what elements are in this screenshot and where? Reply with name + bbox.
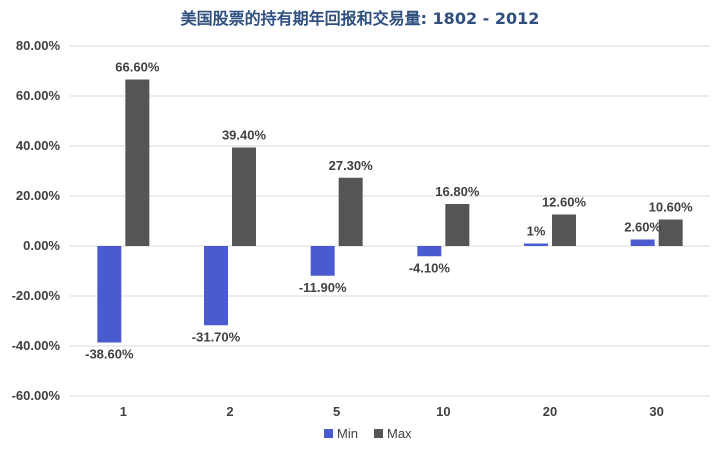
legend: Min Max bbox=[324, 426, 412, 441]
max-data-label: 39.40% bbox=[222, 128, 267, 143]
legend-label: Min bbox=[337, 426, 358, 441]
x-tick-label: 20 bbox=[543, 404, 557, 419]
y-tick-label: 60.00% bbox=[16, 88, 61, 103]
min-bar bbox=[310, 246, 335, 276]
min-bar bbox=[204, 246, 228, 326]
y-tick-label: 80.00% bbox=[16, 38, 61, 53]
min-data-label: -38.60% bbox=[85, 347, 134, 362]
y-tick-label: 40.00% bbox=[16, 138, 61, 153]
min-bar bbox=[417, 246, 442, 257]
bars bbox=[97, 79, 683, 343]
max-data-label: 12.60% bbox=[542, 195, 587, 210]
max-data-label: 66.60% bbox=[115, 60, 160, 75]
chart-title: 美国股票的持有期年回报和交易量: 1802 - 2012 bbox=[181, 9, 540, 28]
y-tick-label: -60.00% bbox=[12, 388, 61, 403]
data-labels: -38.60% 66.60% -31.70% 39.40% -11.90% 27.30% -… bbox=[85, 60, 693, 362]
max-bar bbox=[338, 177, 363, 246]
y-tick-label: 20.00% bbox=[16, 188, 61, 203]
y-tick-label: -40.00% bbox=[12, 338, 61, 353]
max-data-label: 10.60% bbox=[649, 200, 694, 215]
legend-label: Max bbox=[387, 426, 412, 441]
min-data-label: -11.90% bbox=[299, 280, 347, 295]
min-data-label: 1% bbox=[527, 224, 546, 239]
max-bar bbox=[552, 214, 576, 246]
y-tick-label: -20.00% bbox=[12, 288, 61, 303]
x-tick-label: 5 bbox=[333, 404, 340, 419]
max-data-label: 27.30% bbox=[329, 158, 374, 173]
x-tick-label: 1 bbox=[120, 404, 127, 419]
min-data-label: -4.10% bbox=[409, 260, 451, 275]
x-tick-label: 2 bbox=[226, 404, 233, 419]
gridlines bbox=[70, 45, 710, 397]
legend-swatch bbox=[374, 429, 383, 438]
min-data-label: 2.60% bbox=[624, 220, 661, 235]
min-data-label: -31.70% bbox=[192, 329, 241, 344]
max-bar bbox=[445, 204, 470, 246]
max-bar bbox=[232, 147, 256, 246]
x-tick-label: 30 bbox=[649, 404, 663, 419]
min-bar bbox=[524, 243, 548, 246]
x-tick-label: 10 bbox=[436, 404, 450, 419]
max-bar bbox=[125, 79, 150, 246]
max-bar bbox=[658, 219, 683, 246]
y-tick-label: 0.00% bbox=[23, 238, 60, 253]
y-axis: 80.00% 60.00% 40.00% 20.00% 0.00% -20.00% -40.… bbox=[12, 38, 61, 403]
legend-swatch bbox=[324, 429, 333, 438]
min-bar bbox=[97, 246, 122, 343]
max-data-label: 16.80% bbox=[435, 184, 480, 199]
min-bar bbox=[630, 239, 655, 246]
x-axis: 1 2 5 10 20 30 bbox=[120, 404, 664, 419]
